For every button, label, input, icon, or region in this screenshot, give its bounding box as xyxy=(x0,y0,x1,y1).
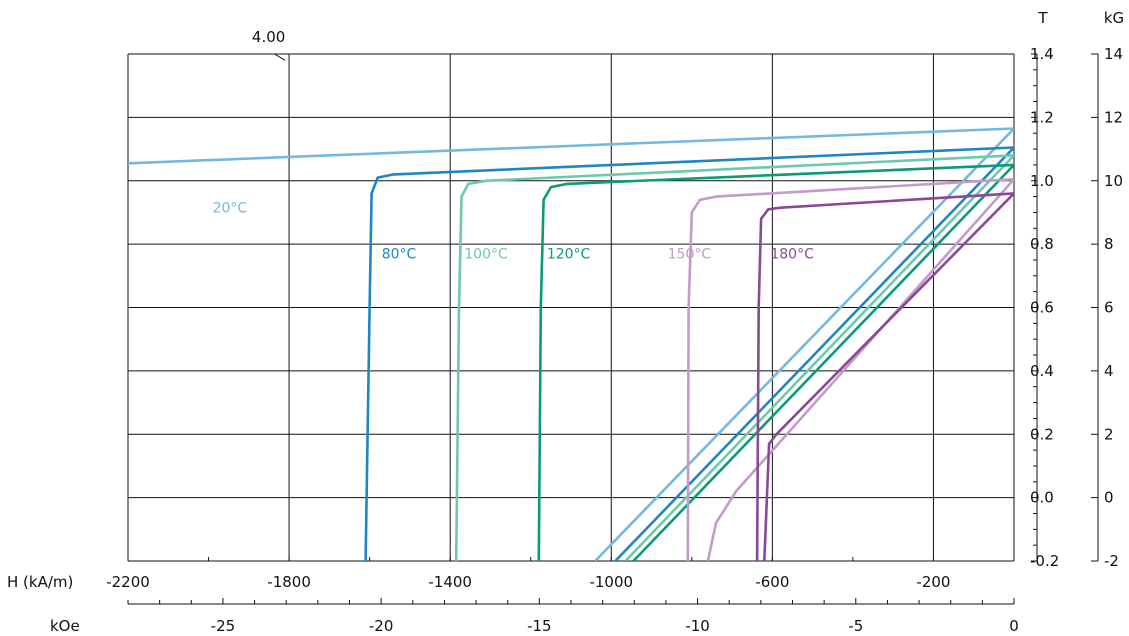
permeance-label: 4.00 xyxy=(252,28,285,46)
series-label: 180°C xyxy=(770,247,814,263)
curve-100c xyxy=(454,154,1014,561)
x-tick-label: -1400 xyxy=(428,573,472,591)
y2-tick-label: 4 xyxy=(1104,362,1114,380)
x-axis-title: H (kA/m) xyxy=(7,573,73,591)
x2-axis-title: kOe xyxy=(50,617,80,635)
series-label: 120°C xyxy=(547,247,591,263)
y-tick-label: 0.0 xyxy=(1030,489,1054,507)
y2-tick-label: 2 xyxy=(1104,425,1114,443)
y2-tick-label: 6 xyxy=(1104,299,1114,317)
curve-recoil-120c xyxy=(632,163,1014,561)
y-tick-label: 0.4 xyxy=(1030,362,1054,380)
y2-tick-label: 12 xyxy=(1104,108,1123,126)
y2-tick-label: 0 xyxy=(1104,489,1114,507)
y-tick-label: 0.2 xyxy=(1030,425,1054,443)
x-tick-label: -2200 xyxy=(106,573,150,591)
permeance-tick xyxy=(274,53,286,61)
y-tick-label: 1.4 xyxy=(1030,45,1054,63)
y2-tick-label: 8 xyxy=(1104,235,1114,253)
x-tick-label: -1800 xyxy=(267,573,311,591)
x2-tick-label: -5 xyxy=(848,617,863,635)
curve-80c xyxy=(364,146,1014,561)
y2-axis-title: kG xyxy=(1104,9,1124,27)
x-tick-label: -600 xyxy=(755,573,789,591)
curve-recoil-100c xyxy=(624,154,1014,561)
x2-tick-label: -20 xyxy=(369,617,394,635)
series-label: 150°C xyxy=(668,247,712,263)
curve-recoil-180c xyxy=(763,192,1014,561)
x2-tick-label: 0 xyxy=(1009,617,1019,635)
curve-recoil-150c xyxy=(706,178,1014,561)
y-tick-label: 0.6 xyxy=(1030,299,1054,317)
y2-tick-label: -2 xyxy=(1104,552,1119,570)
grid-lines xyxy=(127,53,1015,562)
series-label: 80°C xyxy=(382,247,417,263)
y2-tick-label: 14 xyxy=(1104,45,1123,63)
series-label: 20°C xyxy=(213,201,248,217)
y-tick-label: 1.0 xyxy=(1030,172,1054,190)
curve-recoil-20c xyxy=(594,127,1014,561)
x-tick-label: -200 xyxy=(916,573,950,591)
y-tick-label: 0.8 xyxy=(1030,235,1054,253)
curves xyxy=(128,127,1014,561)
y-tick-label: 1.2 xyxy=(1030,108,1054,126)
y-tick-label: -0.2 xyxy=(1030,552,1059,570)
x2-tick-label: -15 xyxy=(527,617,552,635)
curve-20c xyxy=(128,127,1014,165)
y-axis-title: T xyxy=(1037,9,1048,27)
curve-180c xyxy=(755,192,1014,561)
series-labels: 20°C 80°C 100°C 120°C 150°C 180°C xyxy=(213,201,814,263)
axes: -0.20.00.20.40.60.81.01.21.4T-2024681012… xyxy=(7,9,1124,635)
curve-150c xyxy=(686,177,1014,561)
series-label: 100°C xyxy=(464,247,508,263)
curve-recoil-80c xyxy=(614,146,1014,561)
curve-120c xyxy=(537,163,1014,561)
x2-tick-label: -10 xyxy=(685,617,710,635)
x-tick-label: -1000 xyxy=(589,573,633,591)
y2-tick-label: 10 xyxy=(1104,172,1123,190)
x2-tick-label: -25 xyxy=(211,617,236,635)
